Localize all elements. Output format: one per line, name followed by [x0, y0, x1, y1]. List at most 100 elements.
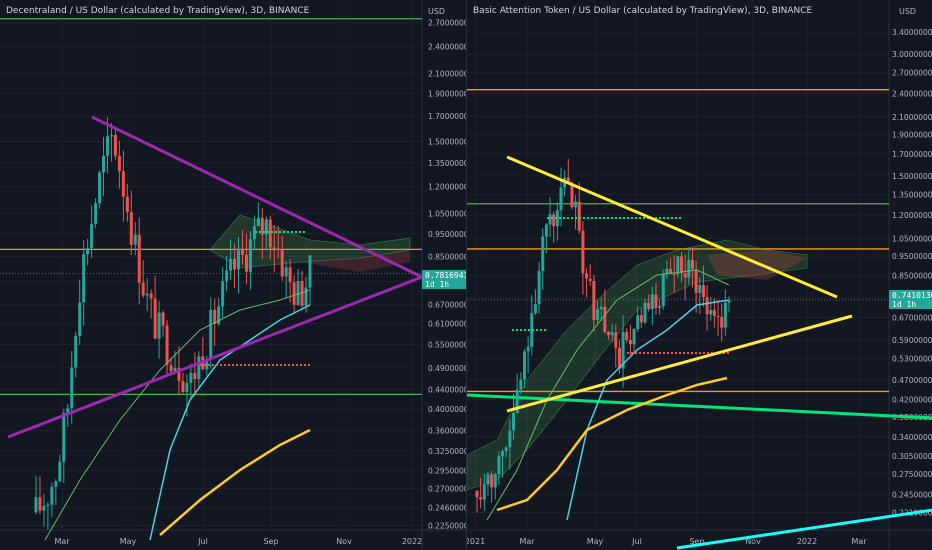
candle-body	[109, 135, 113, 137]
candle-body	[50, 486, 54, 505]
chart-title: Basic Attention Token / US Dollar (calcu…	[473, 6, 813, 16]
candle-body	[129, 212, 133, 245]
ichimoku-cloud	[209, 214, 411, 269]
chart-panel-right[interactable]: 3.40000000 3.00000000 2.70000000 2.40000000…	[466, 0, 932, 550]
candle-body	[639, 315, 643, 323]
candle-body	[687, 259, 691, 278]
candle-body	[723, 302, 727, 328]
candle-body	[526, 346, 530, 352]
candle-body	[548, 214, 552, 225]
candle-body	[165, 325, 169, 365]
candle-body	[94, 203, 98, 224]
ichimoku-cloud-bear	[300, 250, 410, 272]
price-tick-label: 0.32500000	[428, 447, 466, 456]
candle-body	[709, 310, 713, 315]
chart-title: Decentraland / US Dollar (calculated by …	[6, 6, 310, 16]
chart-canvas-left[interactable]: 2.70000000 2.40000000 2.10000000 1.90000000…	[0, 0, 466, 550]
price-tick-label: 0.29500000	[428, 467, 466, 476]
candle-body	[217, 306, 221, 325]
candle-body	[661, 273, 665, 307]
last-price: 0.74101305	[892, 291, 932, 300]
last-price-badge: 0.74101305 1d 1h	[889, 290, 932, 309]
time-tick-label: Nov	[745, 537, 761, 546]
candle-body	[504, 447, 508, 451]
candle-body	[58, 461, 62, 482]
moving-average-green	[44, 289, 311, 541]
candle-body	[716, 315, 720, 317]
candle-body	[70, 367, 74, 409]
price-tick-label: 0.27000000	[428, 485, 466, 494]
moving-average-yellow	[496, 376, 728, 512]
currency-label: USD	[428, 7, 446, 16]
candle-body	[304, 287, 308, 306]
candle-body	[559, 187, 563, 211]
candle-body	[698, 285, 702, 293]
candle-body	[133, 234, 137, 245]
time-tick-label: May	[587, 537, 604, 546]
long-trend-green	[467, 393, 932, 420]
candle-body	[508, 430, 512, 448]
candle-body	[632, 328, 636, 345]
last-price-badge: 0.78169410 1d 1h	[422, 270, 474, 289]
candle-body	[581, 230, 585, 274]
candle-body	[169, 364, 173, 372]
chart-canvas-right[interactable]: 3.40000000 3.00000000 2.70000000 2.40000000…	[467, 0, 932, 550]
candle-body	[82, 254, 86, 303]
price-tick-label: 1.20000000	[892, 211, 932, 220]
candle-body	[90, 223, 94, 249]
candle-body	[610, 332, 614, 336]
candle-body	[225, 270, 229, 282]
triangle-lower-line	[7, 275, 423, 439]
candle-body	[105, 136, 109, 156]
candle-body	[621, 331, 625, 369]
candle-body	[117, 155, 121, 172]
candle-body	[276, 248, 280, 250]
candle-body	[596, 309, 600, 320]
candle-body	[475, 490, 479, 498]
candle-body	[555, 210, 559, 227]
candle-body	[541, 236, 545, 272]
candle-body	[592, 281, 596, 320]
time-tick-label: Sep	[689, 537, 704, 546]
candle-body	[720, 316, 724, 328]
time-tick-label: Jul	[631, 537, 642, 546]
time-tick-label: Mar	[519, 537, 535, 546]
candle-body	[46, 504, 50, 506]
time-tick-label: 2022	[402, 537, 422, 546]
candle-body	[479, 497, 483, 500]
candle-body	[683, 273, 687, 278]
candle-body	[490, 474, 494, 488]
price-tick-label: 0.24600000	[428, 503, 466, 512]
candle-body	[98, 172, 102, 204]
last-price: 0.78169410	[425, 271, 474, 280]
candle-body	[256, 217, 260, 227]
candle-body	[121, 171, 125, 197]
triangle-upper-line	[91, 115, 423, 279]
candle-body	[588, 278, 592, 282]
candle-body	[300, 280, 304, 306]
price-tick-label: 3.00000000	[892, 50, 932, 59]
price-tick-label: 2.40000000	[428, 42, 466, 51]
candle-body	[137, 234, 141, 283]
candle-body	[654, 294, 658, 308]
chart-panel-left[interactable]: 2.70000000 2.40000000 2.10000000 1.90000000…	[0, 0, 473, 550]
candle-body	[636, 315, 640, 329]
moving-average-yellow	[159, 428, 311, 536]
candle-body	[727, 300, 731, 303]
candle-body	[574, 201, 578, 208]
candle-body	[102, 155, 106, 173]
chart-background	[467, 0, 932, 550]
candle-body	[544, 224, 548, 237]
candle-body	[284, 267, 288, 277]
candle-body	[288, 267, 292, 283]
price-tick-label: 0.55000000	[428, 341, 466, 350]
price-tick-label: 1.50000000	[428, 137, 466, 146]
